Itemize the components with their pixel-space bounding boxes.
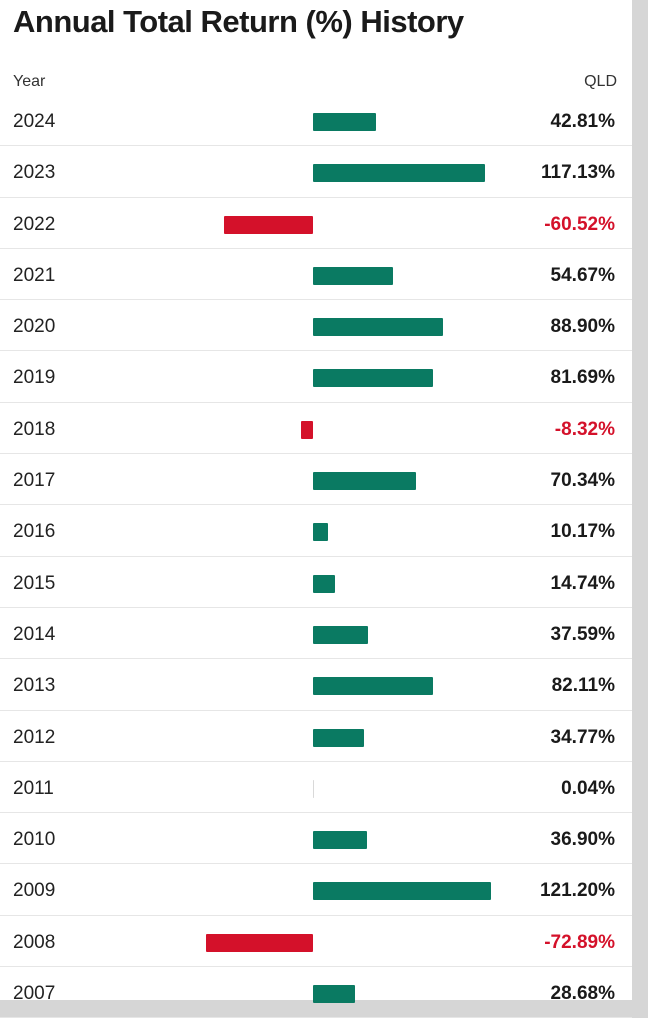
year-label: 2009 xyxy=(13,880,56,902)
table-row: 2007 28.68% xyxy=(0,967,632,1018)
return-value: 82.11% xyxy=(551,675,615,697)
year-label: 2013 xyxy=(13,675,56,697)
positive-return-bar xyxy=(313,625,369,644)
return-value: 34.77% xyxy=(550,726,615,748)
year-label: 2021 xyxy=(13,264,56,286)
year-label: 2016 xyxy=(13,521,56,543)
positive-return-bar xyxy=(313,266,394,285)
qld-column-header: QLD xyxy=(584,73,617,90)
table-header: Year QLD xyxy=(0,72,632,94)
table-row: 2019 81.69% xyxy=(0,351,632,403)
year-label: 2015 xyxy=(13,572,56,594)
table-row: 2010 36.90% xyxy=(0,813,632,865)
return-value: 121.20% xyxy=(539,880,615,902)
year-label: 2018 xyxy=(13,418,56,440)
return-rows: 2024 42.81% 2023 117.13% 2022 -60.52% 2021 54.6… xyxy=(0,95,632,1018)
positive-return-bar xyxy=(313,677,434,696)
return-value: 81.69% xyxy=(550,367,615,389)
year-label: 2007 xyxy=(13,983,56,1005)
return-value: -8.32% xyxy=(554,418,615,440)
positive-return-bar xyxy=(313,164,485,183)
positive-return-bar xyxy=(313,574,335,593)
table-row: 2022 -60.52% xyxy=(0,198,632,249)
year-label: 2020 xyxy=(13,316,56,338)
negative-return-bar xyxy=(300,420,313,439)
table-row: 2020 88.90% xyxy=(0,300,632,352)
positive-return-bar xyxy=(313,523,328,542)
return-value: 10.17% xyxy=(550,521,615,543)
table-row: 2021 54.67% xyxy=(0,249,632,301)
positive-return-bar xyxy=(313,369,433,388)
table-row: 2017 70.34% xyxy=(0,454,632,506)
return-value: 88.90% xyxy=(550,316,615,338)
positive-return-bar xyxy=(313,882,491,901)
positive-return-bar xyxy=(313,318,444,337)
year-column-header: Year xyxy=(13,73,46,90)
return-value: 14.74% xyxy=(550,572,615,594)
table-row: 2012 34.77% xyxy=(0,711,632,762)
table-row: 2023 117.13% xyxy=(0,146,632,198)
return-value: 28.68% xyxy=(550,983,615,1005)
positive-return-bar xyxy=(313,113,376,131)
return-value: 54.67% xyxy=(550,264,615,286)
return-value: 70.34% xyxy=(550,470,615,492)
positive-return-bar xyxy=(313,831,368,850)
return-value: 117.13% xyxy=(541,162,615,184)
negative-return-bar xyxy=(206,933,313,952)
table-row: 2024 42.81% xyxy=(0,95,632,147)
positive-return-bar xyxy=(313,985,356,1004)
chart-panel: Annual Total Return (%) History Year QLD… xyxy=(0,0,632,1018)
table-row: 2011 0.04% xyxy=(0,762,632,814)
table-row: 2018 -8.32% xyxy=(0,403,632,455)
year-label: 2022 xyxy=(13,213,56,235)
positive-return-bar xyxy=(313,779,314,798)
year-label: 2014 xyxy=(13,623,56,645)
table-row: 2008 -72.89% xyxy=(0,916,632,968)
positive-return-bar xyxy=(313,472,417,491)
return-value: 37.59% xyxy=(550,623,615,645)
year-label: 2023 xyxy=(13,162,56,184)
year-label: 2011 xyxy=(13,777,54,799)
year-label: 2010 xyxy=(13,829,56,851)
year-label: 2019 xyxy=(13,367,56,389)
return-value: 36.90% xyxy=(550,829,615,851)
return-value: 42.81% xyxy=(550,111,615,132)
return-value: -60.52% xyxy=(544,213,615,235)
return-value: 0.04% xyxy=(561,777,615,799)
chart-title: Annual Total Return (%) History xyxy=(13,4,464,39)
table-row: 2015 14.74% xyxy=(0,557,632,608)
table-row: 2014 37.59% xyxy=(0,608,632,660)
table-row: 2013 82.11% xyxy=(0,659,632,711)
positive-return-bar xyxy=(313,728,364,747)
table-row: 2009 121.20% xyxy=(0,864,632,916)
year-label: 2008 xyxy=(13,931,56,953)
year-label: 2024 xyxy=(13,111,56,132)
year-label: 2012 xyxy=(13,726,56,748)
year-label: 2017 xyxy=(13,470,56,492)
return-value: -72.89% xyxy=(544,931,615,953)
table-row: 2016 10.17% xyxy=(0,505,632,557)
negative-return-bar xyxy=(224,215,313,234)
